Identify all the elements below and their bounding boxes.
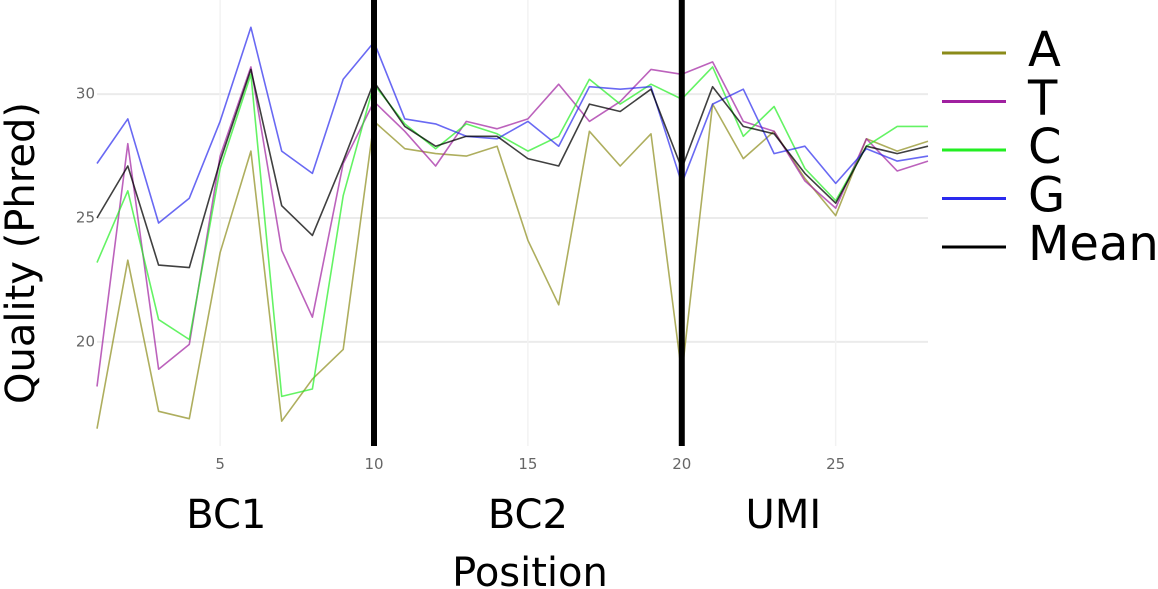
series-line-t (96, 61, 929, 387)
region-boundaries (371, 0, 685, 446)
x-tick-label: 25 (826, 455, 845, 473)
legend-label-c: C (1028, 119, 1062, 175)
legend-label-a: A (1028, 22, 1061, 78)
region-labels: BC1 BC2 UMI (186, 492, 821, 538)
series-lines (96, 26, 929, 429)
region-label-bc2: BC2 (488, 492, 568, 538)
series-line-mean (96, 68, 929, 269)
series-line-g (96, 26, 929, 224)
legend-label-mean: Mean (1028, 216, 1158, 272)
series-line-c (96, 66, 928, 398)
x-tick-label: 10 (364, 455, 383, 473)
y-tick-label: 30 (76, 85, 95, 103)
grid-lines (97, 0, 928, 446)
region-label-bc1: BC1 (186, 492, 266, 538)
legend-label-g: G (1028, 168, 1065, 224)
x-tick-label: 5 (215, 455, 225, 473)
x-tick-label: 15 (518, 455, 537, 473)
x-axis-title: Position (452, 550, 608, 589)
x-tick-label: 20 (672, 455, 691, 473)
x-axis-ticks: 5 10 15 20 25 (215, 455, 845, 473)
region-label-umi: UMI (746, 492, 822, 538)
y-axis-ticks: 20 25 30 (76, 85, 95, 351)
y-tick-label: 25 (76, 209, 95, 227)
y-tick-label: 20 (76, 332, 95, 350)
legend-label-t: T (1027, 71, 1058, 127)
y-axis-title: Quality (Phred) (0, 102, 44, 404)
